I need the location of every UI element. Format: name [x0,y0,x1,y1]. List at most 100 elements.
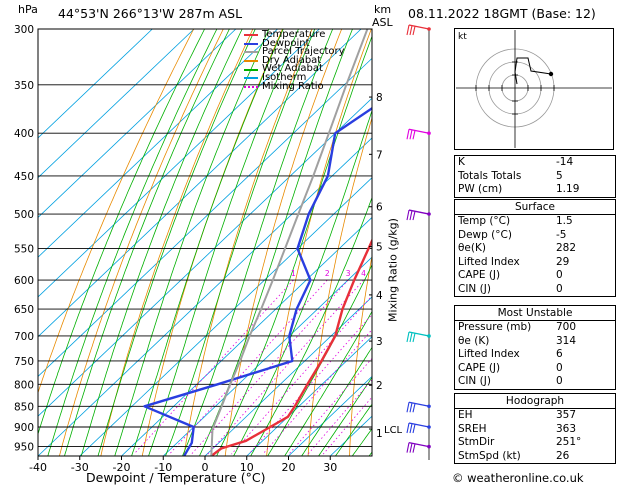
wind-barb [408,209,430,215]
wind-barb-flag [406,209,410,221]
pressure-tick-label: 350 [14,80,34,92]
wind-barb-dot [427,27,431,31]
x-tick-label: 10 [240,461,254,474]
row-value: 26 [556,449,570,462]
row-label: CAPE (J) [458,361,501,374]
dry-adiabat-line [59,29,224,456]
wind-barb-flag [409,210,413,221]
mixing-ratio-line [262,328,372,455]
wind-barb-dot [427,444,431,449]
wind-barb-flag [412,403,416,413]
parcel-trajectory [210,29,369,456]
x-tick-label: -20 [113,461,131,474]
row-value: 314 [556,334,577,347]
legend-swatch [244,51,258,54]
x-tick-label: -40 [29,461,47,474]
km-unit-label: km [374,3,392,16]
isotherm-line [288,375,372,456]
table-row: K -14 [455,156,615,170]
row-value: 0 [556,282,563,295]
pressure-tick-label: 650 [14,304,34,316]
row-label: CAPE (J) [458,269,501,281]
dry-adiabat-line [224,29,343,456]
wind-barb-flag [409,423,413,434]
km-tick-label: 2 [376,380,383,392]
wind-barb-dot [427,131,431,136]
wind-barb-flag [412,211,416,221]
table-row: θe(K) 282 [455,242,615,256]
table-row: CAPE (J) 0 [455,362,615,376]
chart-legend: Temperature Dewpoint Parcel Trajectory Dry … [244,30,345,92]
km-tick-label: 6 [376,202,383,214]
wind-barb-flag [412,130,416,140]
hodograph-trace [514,57,552,85]
table-row: Lifted Index 29 [455,256,615,270]
table-row: Dewp (°C) -5 [455,229,615,243]
wind-barb-flag [409,25,413,36]
legend-label: Mixing Ratio [262,80,324,92]
isotherm-line [121,216,372,456]
legend-item: Mixing Ratio [244,80,345,92]
mixing-ratio-axis-title: Mixing Ratio (g/kg) [386,218,400,322]
row-value: 1.5 [556,215,573,227]
wind-barb [408,128,430,134]
location-title: 44°53'N 266°13'W 287m ASL [58,6,243,21]
mixing-ratio-line [133,279,294,455]
row-label: CIN (J) [458,282,491,295]
legend-item: Temperature [244,30,345,40]
km-tick-label: 4 [376,290,383,302]
wind-barb-flag [406,331,410,343]
wind-barb-flag [412,26,416,36]
mixing-ratio-line [231,295,372,455]
pressure-tick-label: 550 [14,244,34,256]
legend-label: Isotherm [262,71,307,83]
hodograph-frame [454,28,614,150]
row-value: 6 [556,348,563,360]
row-label: Lifted Index [458,348,520,360]
wind-barb-flag [406,402,410,413]
dry-adiabat-line [307,116,372,456]
wind-barb-flag [409,332,413,343]
row-label: K [458,156,465,168]
pressure-tick-label: 600 [14,275,34,287]
wind-barb-flag [412,333,416,343]
wet-adiabat-line [284,310,372,456]
pressure-tick-label: 300 [14,24,34,36]
lcl-label: LCL [384,425,403,436]
x-tick-label: -30 [71,461,89,474]
row-label: Temp (°C) [458,215,511,227]
x-tick-label: 20 [282,461,296,474]
isotherm-line [162,256,372,456]
mixing-ratio-label: 8 [400,269,405,278]
legend-swatch [244,68,258,71]
legend-label: Dry Adiabat [262,54,322,66]
isotherm-line [246,336,372,456]
legend-label: Parcel Trajectory [262,46,345,58]
table-row: CIN (J) 0 [455,375,615,389]
table-row: Lifted Index 6 [455,348,615,362]
hpa-unit-label: hPa [18,3,38,16]
dry-adiabat-line [349,253,372,456]
temperature-profile [210,237,372,456]
table-row: CAPE (J) 0 [455,269,615,283]
hodograph-end-point [548,71,554,77]
table-row: CIN (J) 0 [455,283,615,297]
table-row: EH 357 [455,408,615,423]
legend-swatch [244,60,258,63]
pressure-tick-label: 800 [14,379,34,391]
asl-unit-label: ASL [372,16,393,29]
wind-barb-flag [406,422,410,434]
wind-barb-flag [406,24,410,36]
table-row: Pressure (mb) 700 [455,320,615,335]
wet-adiabat-line [334,403,372,456]
isotherm-line [38,97,372,417]
pressure-tick-label: 850 [14,401,34,413]
row-label: Pressure (mb) [458,321,532,333]
legend-swatch [244,34,258,37]
x-tick-label: 0 [202,461,209,474]
x-tick-label: -10 [154,461,172,474]
table-row: SREH 363 [455,423,615,437]
mixing-ratio-line [248,313,372,455]
wind-barb-flag [412,443,416,453]
